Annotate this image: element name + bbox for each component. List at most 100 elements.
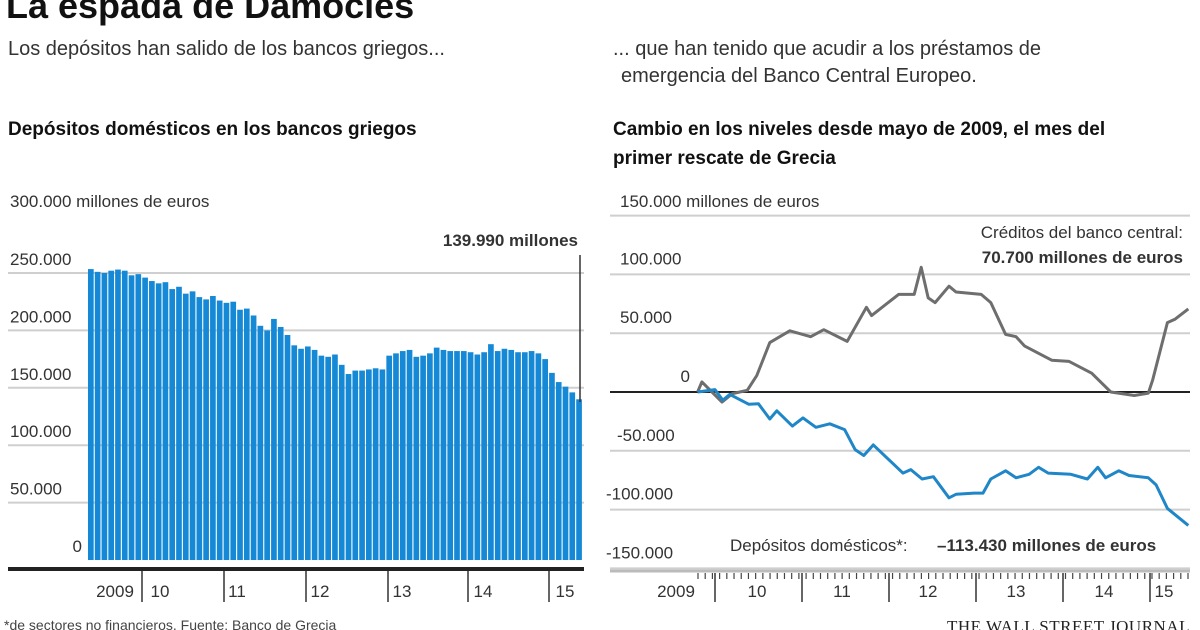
left-chart-title: Depósitos domésticos en los bancos grieg…	[8, 119, 417, 140]
bar	[440, 349, 447, 560]
bar	[521, 352, 528, 560]
bar	[420, 355, 426, 560]
bar	[325, 356, 332, 560]
deposits-line	[697, 388, 1190, 527]
bar	[352, 370, 359, 560]
bar	[379, 369, 386, 560]
left-unit-label: 300.000 millones de euros	[10, 192, 209, 211]
x-tick-label: 11	[833, 582, 851, 601]
bar	[291, 345, 298, 560]
bar	[399, 351, 406, 560]
bar	[474, 354, 481, 560]
deposits-label: Depósitos domésticos*:	[730, 536, 908, 555]
right-chart-title-line1: Cambio en los niveles desde mayo de 2009…	[613, 119, 1105, 140]
bar	[223, 302, 230, 560]
bar	[555, 382, 562, 560]
bar	[216, 300, 223, 560]
x-tick-label: 13	[393, 582, 412, 601]
y-tick-label: 50.000	[10, 480, 62, 499]
x-tick-label: 15	[556, 582, 575, 601]
bar	[406, 349, 413, 560]
bar	[569, 392, 576, 560]
right-unit-label: 150.000 millones de euros	[620, 192, 819, 211]
bar	[88, 269, 94, 560]
bar	[277, 326, 284, 560]
bar	[494, 351, 501, 560]
x-tick-label: 14	[1095, 582, 1114, 601]
bar	[332, 354, 338, 560]
y-tick-label: -50.000	[617, 426, 675, 445]
bar	[162, 282, 169, 560]
bar	[549, 372, 555, 560]
x-tick-label: 14	[474, 582, 493, 601]
bar	[372, 368, 379, 560]
bar	[576, 399, 582, 560]
bar	[345, 374, 352, 560]
y-tick-label: 200.000	[10, 307, 71, 326]
y-tick-label: 100.000	[620, 249, 681, 268]
bar	[393, 353, 399, 560]
y-tick-label: -150.000	[606, 543, 673, 562]
subtitle-left: Los depósitos han salido de los bancos g…	[8, 38, 445, 60]
x-tick-label: 13	[1007, 582, 1026, 601]
x-tick-label: 10	[151, 582, 170, 601]
bar	[149, 281, 155, 560]
bar	[359, 370, 365, 560]
bar	[535, 353, 542, 560]
bar	[311, 349, 318, 560]
bar	[481, 352, 487, 560]
bar	[135, 274, 142, 560]
bar	[284, 334, 291, 560]
x-tick-label: 10	[748, 582, 767, 601]
left-bar-chart: 250.000 200.000 150.000 100.000 50.000 0 2009 1…	[8, 250, 584, 602]
y-tick-label: 50.000	[620, 308, 672, 327]
bar	[433, 347, 440, 560]
bar	[169, 289, 176, 560]
wsj-logo: THE WALL STREET JOURNAL	[947, 617, 1190, 630]
bar	[210, 295, 216, 560]
bar	[94, 271, 101, 560]
bar	[128, 275, 135, 560]
bar	[298, 348, 304, 560]
bar	[386, 355, 393, 560]
bar	[101, 273, 108, 560]
bar	[196, 297, 203, 560]
bar	[264, 330, 270, 560]
bar	[318, 355, 325, 560]
right-chart-title-line2: primer rescate de Grecia	[613, 148, 836, 169]
y-tick-label: -100.000	[606, 485, 673, 504]
bar	[515, 352, 521, 560]
bar	[508, 349, 515, 560]
bar	[304, 346, 311, 560]
y-tick-label: 100.000	[10, 422, 71, 441]
bar	[237, 309, 243, 560]
y-tick-label: 0	[681, 367, 690, 386]
credits-label: Créditos del banco central:	[981, 223, 1183, 242]
credits-line	[696, 265, 1190, 404]
bar	[488, 344, 494, 560]
y-tick-label: 0	[73, 537, 82, 556]
bar	[454, 351, 460, 560]
x-tick-label: 11	[228, 582, 246, 601]
bar	[189, 291, 196, 560]
x-tick-label: 12	[919, 582, 938, 601]
credits-value: 70.700 millones de euros	[982, 248, 1183, 267]
x-tick-label: 12	[311, 582, 330, 601]
bar	[182, 293, 189, 560]
right-line-chart: 100.000 50.000 0 -50.000 -100.000 -150.000 200…	[606, 214, 1190, 602]
bar	[108, 270, 115, 560]
subtitle-right-line1: ... que han tenido que acudir a los prés…	[613, 38, 1041, 60]
bar	[271, 318, 277, 560]
left-annotation: 139.990 millones	[443, 231, 578, 250]
deposits-value: –113.430 millones de euros	[937, 536, 1156, 555]
bar	[250, 315, 257, 560]
bar	[447, 351, 454, 560]
bar	[460, 351, 467, 560]
x-tick-label: 2009	[657, 582, 695, 601]
y-tick-label: 250.000	[10, 250, 71, 269]
bar	[155, 283, 162, 560]
bar	[115, 269, 121, 560]
bar	[257, 325, 264, 560]
bar	[413, 356, 420, 560]
bar	[501, 348, 508, 560]
